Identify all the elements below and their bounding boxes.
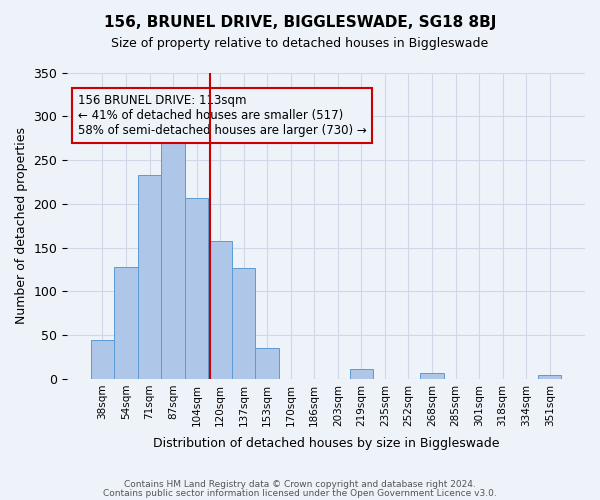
- Text: 156 BRUNEL DRIVE: 113sqm
← 41% of detached houses are smaller (517)
58% of semi-: 156 BRUNEL DRIVE: 113sqm ← 41% of detach…: [77, 94, 366, 137]
- Text: Contains HM Land Registry data © Crown copyright and database right 2024.: Contains HM Land Registry data © Crown c…: [124, 480, 476, 489]
- Bar: [161, 130, 185, 379]
- Bar: [256, 348, 279, 379]
- Bar: [91, 340, 114, 379]
- Y-axis label: Number of detached properties: Number of detached properties: [15, 127, 28, 324]
- Bar: [420, 373, 444, 379]
- Bar: [232, 268, 256, 379]
- X-axis label: Distribution of detached houses by size in Biggleswade: Distribution of detached houses by size …: [153, 437, 499, 450]
- Bar: [350, 370, 373, 379]
- Bar: [538, 376, 562, 379]
- Bar: [208, 242, 232, 379]
- Text: Size of property relative to detached houses in Biggleswade: Size of property relative to detached ho…: [112, 38, 488, 51]
- Text: 156, BRUNEL DRIVE, BIGGLESWADE, SG18 8BJ: 156, BRUNEL DRIVE, BIGGLESWADE, SG18 8BJ: [104, 15, 496, 30]
- Bar: [114, 267, 138, 379]
- Bar: [138, 175, 161, 379]
- Text: Contains public sector information licensed under the Open Government Licence v3: Contains public sector information licen…: [103, 488, 497, 498]
- Bar: [185, 198, 208, 379]
